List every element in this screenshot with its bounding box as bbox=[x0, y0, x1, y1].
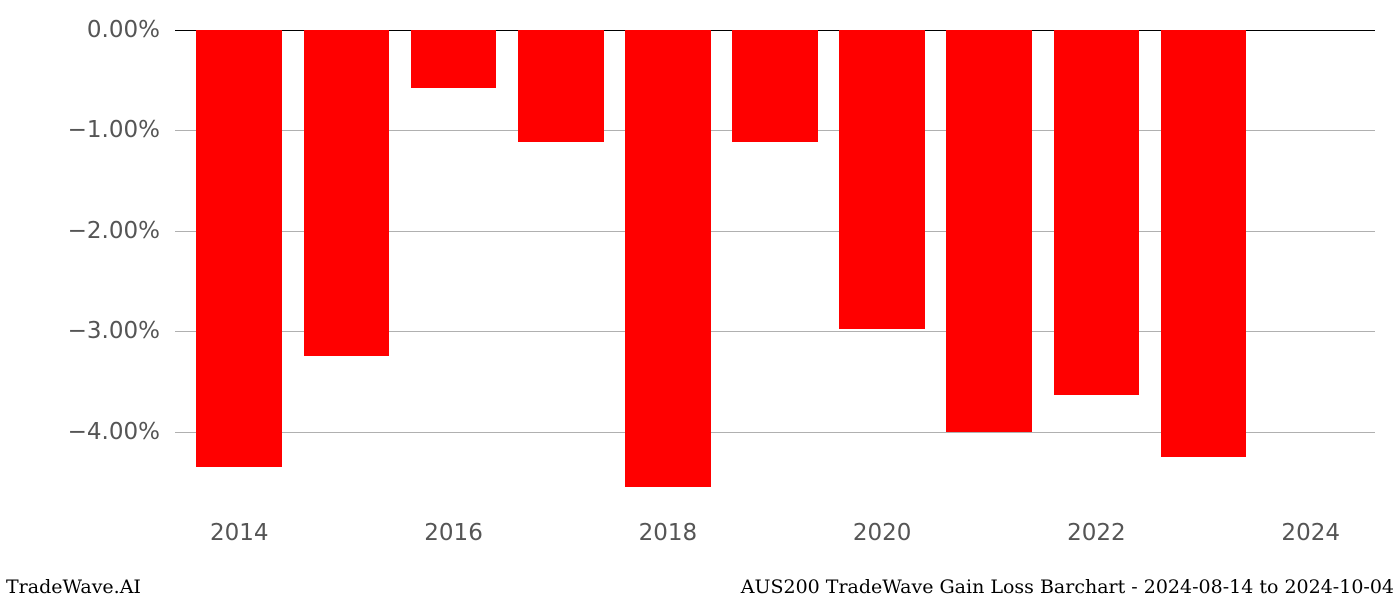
ytick-label: −2.00% bbox=[68, 218, 160, 244]
bar bbox=[411, 30, 497, 88]
bar bbox=[732, 30, 818, 142]
xtick-label: 2022 bbox=[1067, 520, 1126, 546]
bar bbox=[946, 30, 1032, 432]
xtick-label: 2024 bbox=[1281, 520, 1340, 546]
ytick-label: 0.00% bbox=[87, 17, 160, 43]
credit-label: TradeWave.AI bbox=[6, 576, 141, 598]
bar bbox=[839, 30, 925, 329]
xtick-label: 2016 bbox=[424, 520, 483, 546]
bar bbox=[196, 30, 282, 467]
figure: 0.00% −1.00% −2.00% −3.00% −4.00% 2014 2016 201… bbox=[0, 0, 1400, 600]
ytick-label: −1.00% bbox=[68, 117, 160, 143]
ytick-label: −3.00% bbox=[68, 318, 160, 344]
bar bbox=[304, 30, 390, 356]
bar bbox=[518, 30, 604, 142]
bar bbox=[625, 30, 711, 487]
xtick-label: 2014 bbox=[210, 520, 269, 546]
plot-area: 0.00%−1.00%−2.00%−3.00%−4.00%20142016201… bbox=[175, 30, 1375, 510]
xtick-label: 2018 bbox=[639, 520, 698, 546]
bar bbox=[1054, 30, 1140, 395]
chart-subtitle: AUS200 TradeWave Gain Loss Barchart - 20… bbox=[741, 576, 1394, 598]
xtick-label: 2020 bbox=[853, 520, 912, 546]
ytick-label: −4.00% bbox=[68, 419, 160, 445]
bar bbox=[1161, 30, 1247, 457]
